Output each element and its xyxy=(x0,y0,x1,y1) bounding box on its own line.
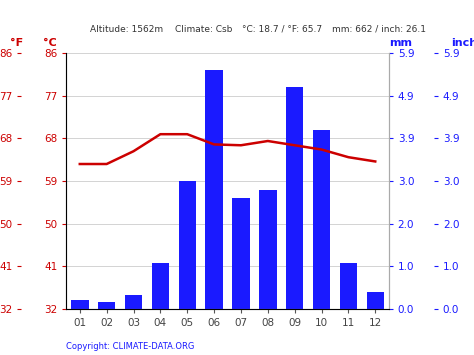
Text: inch: inch xyxy=(452,38,474,48)
Bar xyxy=(340,263,357,309)
Text: Climate: Csb: Climate: Csb xyxy=(175,25,233,34)
Bar xyxy=(313,130,330,309)
Bar xyxy=(125,295,142,309)
Bar xyxy=(98,302,115,309)
Bar xyxy=(152,263,169,309)
Text: mm: mm xyxy=(389,38,412,48)
Text: °F: °F xyxy=(10,38,23,48)
Bar xyxy=(71,300,89,309)
Text: °C: °C xyxy=(43,38,57,48)
Text: mm: 662 / inch: 26.1: mm: 662 / inch: 26.1 xyxy=(332,25,426,34)
Bar xyxy=(205,70,223,309)
Bar xyxy=(366,292,384,309)
Bar xyxy=(259,190,276,309)
Text: Altitude: 1562m: Altitude: 1562m xyxy=(90,25,163,34)
Text: Copyright: CLIMATE-DATA.ORG: Copyright: CLIMATE-DATA.ORG xyxy=(66,343,195,351)
Text: °C: 18.7 / °F: 65.7: °C: 18.7 / °F: 65.7 xyxy=(242,25,322,34)
Bar xyxy=(232,198,250,309)
Bar xyxy=(179,181,196,309)
Bar xyxy=(286,87,303,309)
